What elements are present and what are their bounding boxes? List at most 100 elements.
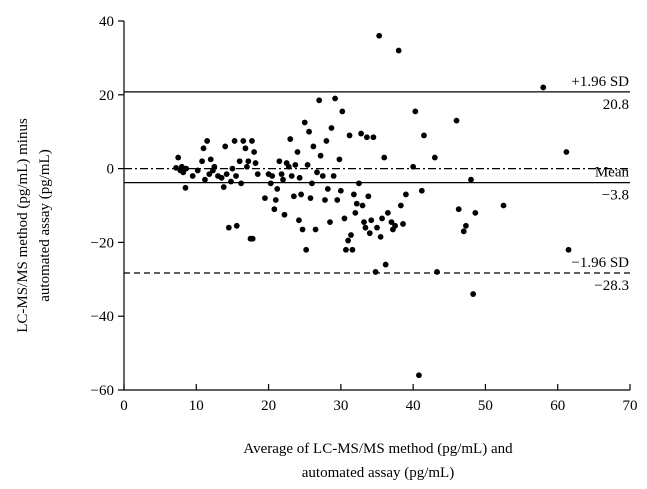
data-point-28 — [236, 158, 243, 165]
data-point-54 — [288, 173, 295, 179]
data-point-116 — [397, 202, 404, 209]
y-axis-label-line-2: automated assay (pg/mL) — [37, 149, 53, 301]
data-point-119 — [410, 163, 417, 170]
data-point-86 — [343, 246, 349, 253]
y-tick-label-20: 20 — [99, 88, 114, 104]
data-point-52 — [285, 163, 292, 170]
y-tick-label--20: −20 — [91, 235, 114, 251]
data-point-97 — [361, 219, 367, 226]
data-point-108 — [379, 215, 385, 222]
x-tick-label-60: 60 — [550, 398, 565, 414]
data-point-55 — [290, 193, 297, 200]
data-point-84 — [339, 108, 346, 115]
data-point-23 — [228, 178, 234, 185]
data-point-33 — [245, 158, 252, 165]
data-point-132 — [472, 209, 479, 216]
data-point-48 — [278, 171, 285, 178]
data-point-92 — [352, 209, 359, 216]
data-point-50 — [281, 211, 288, 218]
data-point-102 — [368, 217, 375, 224]
data-point-85 — [341, 215, 348, 222]
data-point-124 — [431, 154, 438, 161]
data-point-32 — [243, 163, 250, 170]
data-point-90 — [349, 246, 356, 253]
data-point-91 — [350, 191, 357, 198]
data-point-14 — [207, 156, 214, 163]
data-point-10 — [200, 145, 207, 152]
y-tick-label-0: 0 — [107, 162, 115, 178]
data-point-120 — [412, 108, 419, 115]
data-point-125 — [434, 269, 440, 275]
x-tick-label-0: 0 — [120, 398, 128, 414]
data-point-16 — [211, 163, 218, 170]
data-point-129 — [463, 222, 469, 229]
ref-label-lower-sd-title: −1.96 SD — [571, 255, 629, 271]
data-point-26 — [233, 173, 239, 179]
x-tick-label-20: 20 — [261, 398, 276, 414]
data-point-62 — [301, 119, 308, 126]
data-point-42 — [267, 180, 274, 187]
data-point-64 — [304, 162, 311, 168]
data-point-61 — [299, 226, 306, 233]
data-point-60 — [298, 191, 304, 198]
data-point-127 — [455, 206, 462, 213]
data-point-46 — [274, 185, 281, 192]
data-point-49 — [280, 176, 286, 183]
ref-label-upper-sd-title: +1.96 SD — [571, 74, 629, 90]
x-tick-label-10: 10 — [189, 398, 204, 414]
data-point-106 — [376, 32, 383, 39]
data-point-136 — [565, 246, 572, 253]
data-point-0 — [173, 164, 179, 171]
data-point-7 — [189, 173, 196, 179]
y-tick-label-40: 40 — [99, 14, 114, 30]
data-point-12 — [204, 138, 211, 144]
data-point-31 — [242, 145, 249, 152]
data-point-121 — [416, 372, 422, 379]
data-point-3 — [178, 163, 185, 170]
data-point-74 — [322, 197, 328, 203]
x-tick-label-40: 40 — [406, 398, 421, 414]
ref-label-lower-sd-value: −28.3 — [594, 278, 629, 294]
data-point-77 — [327, 219, 333, 226]
data-point-39 — [254, 171, 261, 178]
data-point-98 — [362, 224, 369, 231]
y-axis-label-line-1: LC-MS/MS method (pg/mL) minus — [15, 118, 31, 333]
data-point-67 — [309, 180, 315, 187]
data-point-68 — [310, 143, 317, 150]
data-point-38 — [252, 160, 259, 166]
y-tick-label--40: −40 — [91, 309, 114, 325]
data-point-65 — [306, 128, 312, 135]
data-point-130 — [468, 176, 474, 183]
data-point-22 — [225, 224, 232, 231]
data-point-105 — [374, 224, 380, 231]
data-point-103 — [370, 134, 377, 141]
x-axis-label-line-2: automated assay (pg/mL) — [302, 465, 454, 481]
data-point-111 — [384, 209, 391, 216]
data-point-122 — [418, 187, 425, 194]
data-point-123 — [421, 132, 427, 139]
data-point-104 — [372, 269, 379, 275]
data-point-8 — [194, 167, 201, 174]
data-point-45 — [272, 197, 279, 203]
data-point-66 — [307, 195, 314, 202]
data-point-83 — [337, 187, 344, 194]
data-point-94 — [356, 180, 362, 187]
data-point-118 — [403, 191, 409, 198]
data-point-27 — [233, 222, 240, 229]
data-point-40 — [262, 195, 268, 202]
data-point-21 — [223, 171, 230, 178]
x-tick-label-30: 30 — [333, 398, 348, 414]
x-axis-label-line-1: Average of LC-MS/MS method (pg/mL) and — [243, 441, 513, 457]
data-point-29 — [238, 180, 245, 187]
data-point-126 — [453, 117, 460, 124]
data-point-81 — [334, 197, 341, 203]
data-point-99 — [363, 134, 370, 141]
data-point-1 — [175, 154, 182, 161]
data-point-6 — [183, 165, 190, 172]
data-point-133 — [500, 202, 507, 209]
data-point-13 — [206, 171, 213, 178]
data-points — [173, 32, 572, 379]
data-point-88 — [346, 132, 353, 139]
data-point-82 — [336, 156, 343, 163]
data-point-87 — [345, 237, 351, 244]
